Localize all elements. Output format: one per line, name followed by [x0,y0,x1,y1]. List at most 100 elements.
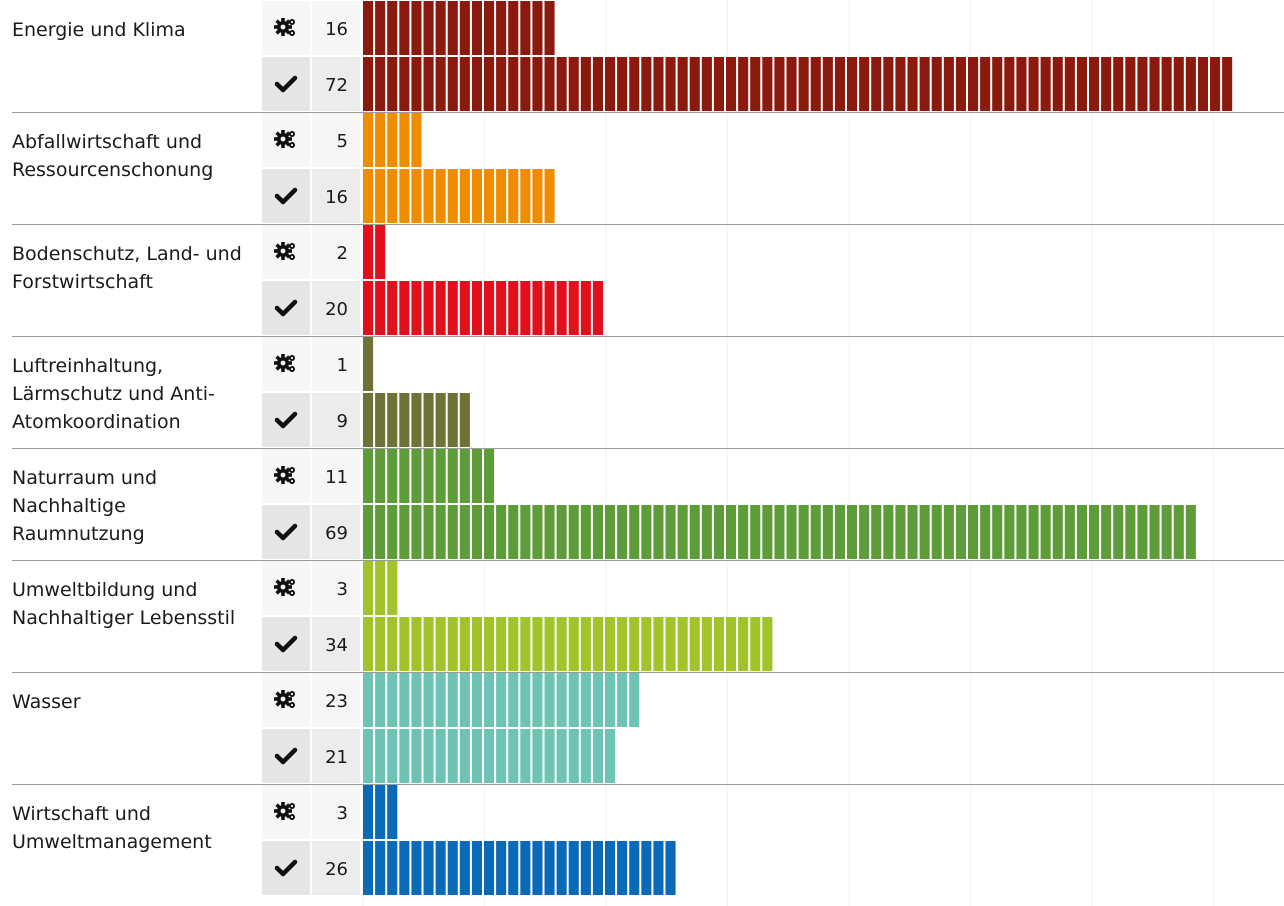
bar-block [556,617,567,671]
value-cell [312,57,360,111]
bar-block [1040,57,1051,111]
bar-block [459,505,470,559]
bar-block [1125,505,1136,559]
bar-block [363,505,374,559]
bar-block [459,1,470,55]
bar-block [363,449,374,503]
bar-block [871,57,882,111]
bar-block [532,1,543,55]
bar-block [411,113,422,167]
bar-block [508,617,519,671]
bar-block [592,841,603,895]
category-label: Umweltbildung und Nachhaltiger Lebenssti… [12,579,236,629]
bar-block [459,57,470,111]
value-label: 9 [337,411,348,432]
bar-block [931,505,942,559]
gears-icon [274,802,295,820]
bar-block [629,505,640,559]
bar-block [411,505,422,559]
check-icon [274,187,298,205]
bar-block [968,57,979,111]
bar-block [387,449,398,503]
bar-block [423,393,434,447]
bar-block [375,1,386,55]
category-label: Energie und Klima [12,19,186,41]
bar-block [484,841,495,895]
bar-block [435,617,446,671]
bar [363,1,555,55]
bar-block [399,1,410,55]
bar-block [605,673,616,727]
bar-block [544,57,555,111]
bar-block [447,393,458,447]
bar-block [471,449,482,503]
bar-block [665,841,676,895]
bar-block [568,841,579,895]
gears-icon [274,690,295,708]
bar-block [508,1,519,55]
category-label: Wasser [12,691,81,713]
bar-block [834,57,845,111]
check-icon [274,523,298,541]
bar-block [447,281,458,335]
bar-block [1113,505,1124,559]
bar-block [520,505,531,559]
bar-block [677,505,688,559]
bar-block [423,841,434,895]
bar-block [423,729,434,783]
bar-block [713,505,724,559]
category-group: 3 26 [12,784,1284,895]
bar-block [822,57,833,111]
bar-block [484,281,495,335]
category-group: 5 16 [12,112,1284,223]
bar-block [1016,57,1027,111]
bar-block [399,281,410,335]
bar-block [617,57,628,111]
bar-block [363,113,374,167]
value-cell [312,841,360,895]
bar-block [726,505,737,559]
bar-block [605,57,616,111]
bar-block [544,505,555,559]
bar-block [713,57,724,111]
bar-block [568,57,579,111]
bar-block [592,729,603,783]
gears-icon [274,354,295,372]
bar-block [508,841,519,895]
bar-block [423,673,434,727]
bar-block [568,281,579,335]
bar-block [387,729,398,783]
bar-block [411,729,422,783]
bar-block [798,57,809,111]
bar-block [363,281,374,335]
bar-block [459,841,470,895]
bar-block [484,1,495,55]
bar-block [1028,505,1039,559]
bar-block [363,1,374,55]
bar-block [919,57,930,111]
category-label: Wirtschaft und Umweltmanagement [12,803,212,853]
value-cell [312,673,360,727]
bar [363,561,398,615]
bar-block [435,57,446,111]
bar-block [484,449,495,503]
value-cell [312,449,360,503]
bar-block [363,225,374,279]
bar-block [496,169,507,223]
bar-block [532,673,543,727]
grid-lines [362,0,1214,906]
bar-block [375,785,386,839]
bar-block [532,505,543,559]
gears-icon [274,578,295,596]
bar-block [496,617,507,671]
bar-block [435,393,446,447]
bar-block [447,57,458,111]
bar-block [701,617,712,671]
check-icon [274,859,298,877]
bar-block [411,281,422,335]
value-cell [312,1,360,55]
bar-block [520,617,531,671]
bar-block [1173,505,1184,559]
value-cell [312,561,360,615]
